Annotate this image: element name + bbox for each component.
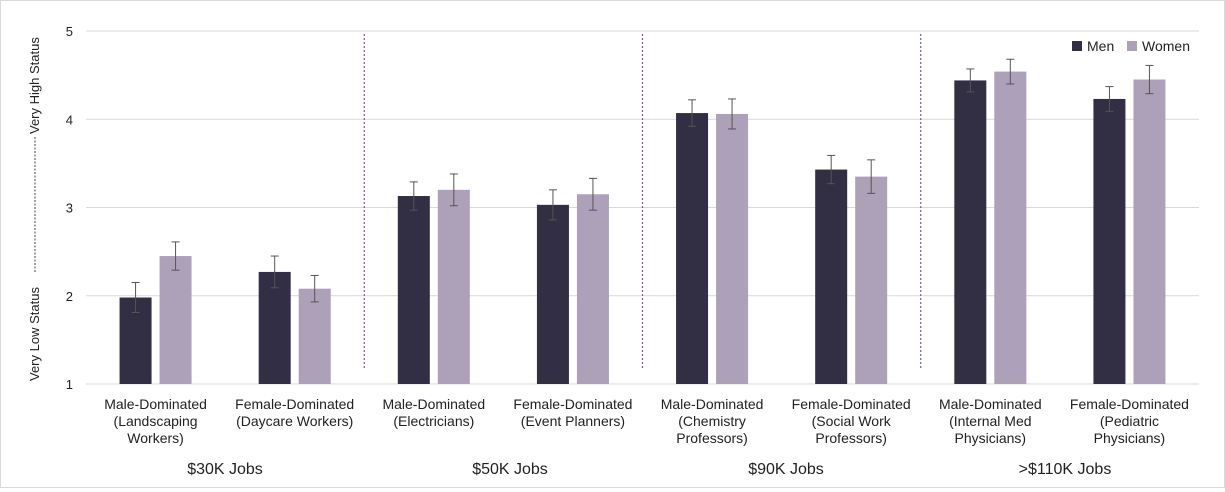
error-bar <box>1145 64 1154 95</box>
bar-men <box>536 204 569 384</box>
error-bar <box>270 255 279 289</box>
bar-women <box>994 71 1027 384</box>
category-labels: Male-Dominated (Landscaping Workers) Female… <box>104 396 1189 446</box>
bar-women <box>159 256 192 384</box>
y-tick-label: 4 <box>66 112 73 127</box>
group-labels: $30K Jobs $50K Jobs $90K Jobs >$110K Jobs <box>187 461 1111 478</box>
error-bar <box>728 98 737 130</box>
x-category-label: Female-Dominated (Event Planners) <box>513 396 632 429</box>
x-category-label: Male-Dominated (Landscaping Workers) <box>104 396 207 446</box>
y-axis-label: Very Low Status Very High Status <box>27 37 42 381</box>
y-tick-label: 3 <box>66 201 73 216</box>
y-tick-label: 1 <box>66 377 73 392</box>
bar-men <box>258 271 291 384</box>
bar-women <box>716 113 749 384</box>
x-group-label: $30K Jobs <box>187 461 263 478</box>
bar-men <box>676 113 709 384</box>
error-bar <box>449 173 458 207</box>
legend-swatch <box>1127 41 1137 51</box>
bar-women <box>1133 79 1166 384</box>
error-bar <box>1105 86 1114 112</box>
y-axis-label-low: Very Low Status <box>27 287 42 381</box>
legend-swatch <box>1072 41 1082 51</box>
x-group-label: >$110K Jobs <box>1019 461 1112 478</box>
legend-label: Women <box>1142 38 1190 54</box>
error-bar <box>310 274 319 303</box>
bar-men <box>815 169 848 384</box>
error-bar <box>548 189 557 221</box>
y-tick-label: 5 <box>66 24 73 39</box>
x-category-label: Male-Dominated (Chemistry Professors) <box>661 396 764 446</box>
bar-women <box>576 194 609 384</box>
x-category-label: Male-Dominated (Internal Med Physicians) <box>939 396 1042 446</box>
bar-men <box>954 80 987 385</box>
legend: Men Women <box>1072 38 1190 54</box>
error-bar <box>688 99 697 127</box>
error-bar <box>171 241 180 271</box>
bars <box>119 71 1166 385</box>
error-bar <box>131 282 140 314</box>
y-tick-labels: 1 2 3 4 5 <box>66 24 73 392</box>
error-bars <box>131 58 1154 314</box>
error-bar <box>867 159 876 194</box>
x-group-label: $90K Jobs <box>748 461 824 478</box>
error-bar <box>409 181 418 211</box>
bar-men <box>1093 98 1126 384</box>
error-bar <box>588 177 597 211</box>
bar-women <box>437 189 470 384</box>
bar-women <box>298 288 331 384</box>
x-group-label: $50K Jobs <box>472 461 548 478</box>
error-bar <box>1006 58 1015 85</box>
error-bar <box>966 68 975 93</box>
error-bar <box>827 154 836 185</box>
legend-item-women: Women <box>1127 38 1190 54</box>
bar-men <box>397 196 430 384</box>
x-category-label: Female-Dominated (Social Work Professors) <box>792 396 911 446</box>
legend-item-men: Men <box>1072 38 1114 54</box>
bar-women <box>855 176 888 384</box>
x-category-label: Male-Dominated (Electricians) <box>382 396 485 429</box>
legend-label: Men <box>1087 38 1114 54</box>
y-tick-label: 2 <box>66 289 73 304</box>
x-category-label: Female-Dominated (Daycare Workers) <box>235 396 354 429</box>
x-category-label: Female-Dominated (Pediatric Physicians) <box>1070 396 1189 446</box>
y-axis-label-high: Very High Status <box>27 37 42 134</box>
